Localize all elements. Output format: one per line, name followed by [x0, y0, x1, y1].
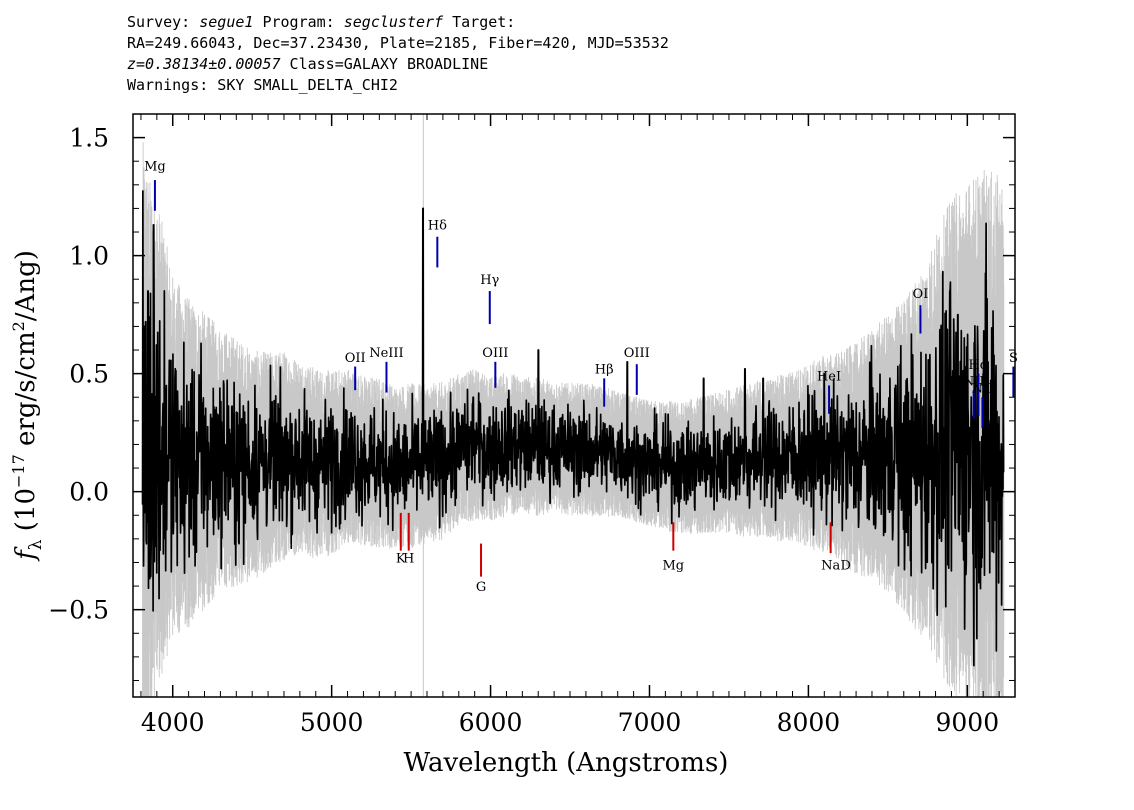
class-value: Class=GALAXY BROADLINE — [280, 55, 489, 73]
survey-label: Survey: — [127, 13, 200, 31]
spectrum-header: Survey: segue1 Program: segclusterf Targ… — [127, 12, 1027, 96]
line-label: OI — [913, 287, 929, 302]
line-label: Hδ — [428, 219, 447, 234]
redshift-value: z=0.38134±0.00057 — [127, 55, 281, 73]
x-tick-label: 5000 — [300, 708, 364, 737]
line-label: NeIII — [369, 346, 403, 361]
line-label: Hγ — [480, 273, 499, 288]
x-tick-label: 8000 — [777, 708, 841, 737]
survey-value: segue1 — [199, 13, 254, 31]
ylabel-exp1: −17 — [9, 454, 28, 488]
line-label: NII — [972, 382, 994, 397]
line-label: Hβ — [595, 363, 614, 378]
header-line-survey: Survey: segue1 Program: segclusterf Targ… — [127, 12, 1027, 33]
program-value: segclusterf — [343, 13, 444, 31]
ylabel-post: /Ang) — [11, 250, 41, 321]
y-tick-label: 0.0 — [69, 478, 109, 507]
ylabel-exp2: 2 — [9, 321, 28, 331]
line-label: Na — [821, 559, 840, 574]
header-line-coordinates: RA=249.66043, Dec=37.23430, Plate=2185, … — [127, 34, 669, 52]
line-label: H — [403, 551, 414, 566]
x-tick-label: 4000 — [141, 708, 205, 737]
line-label: Mg — [144, 160, 166, 175]
line-label: OII — [345, 351, 366, 366]
line-label: D — [841, 559, 851, 574]
line-label: OIII — [482, 346, 508, 361]
line-label: G — [476, 580, 486, 595]
x-tick-label: 7000 — [618, 708, 682, 737]
target-label: Target: — [443, 13, 516, 31]
ylabel-pre: (10 — [11, 488, 41, 540]
ylabel-lambda: λ — [26, 539, 46, 550]
y-tick-label: 1.0 — [69, 242, 109, 271]
line-label: K — [396, 551, 406, 566]
line-label: S — [1009, 351, 1018, 366]
x-tick-label: 6000 — [459, 708, 523, 737]
y-tick-label: −0.5 — [48, 596, 109, 625]
axes: 4000 5000 6000 7000 8000 9000 −0.5 0.0 0.5 1.0 1.5 — [48, 113, 1016, 737]
header-line-redshift: z=0.38134±0.00057 Class=GALAXY BROADLINE — [127, 54, 1027, 75]
flux-series — [141, 190, 1005, 667]
ylabel-mid: erg/s/cm — [11, 331, 41, 454]
header-line-warnings: Warnings: SKY SMALL_DELTA_CHI2 — [127, 76, 398, 94]
line-label: Hα — [968, 358, 988, 373]
x-axis-label: Wavelength (Angstroms) — [404, 748, 729, 778]
plot-frame — [132, 113, 1016, 698]
line-label: OIII — [624, 346, 650, 361]
y-tick-label: 0.5 — [69, 360, 109, 389]
program-label: Program: — [253, 13, 344, 31]
x-tick-label: 9000 — [936, 708, 1000, 737]
line-label: Mg — [663, 559, 685, 574]
flux-line — [141, 190, 1005, 667]
y-axis-label: fλ (10−17 erg/s/cm2/Ang) — [9, 250, 46, 562]
y-tick-label: 1.5 — [69, 124, 109, 153]
line-label: HeI — [817, 370, 841, 385]
